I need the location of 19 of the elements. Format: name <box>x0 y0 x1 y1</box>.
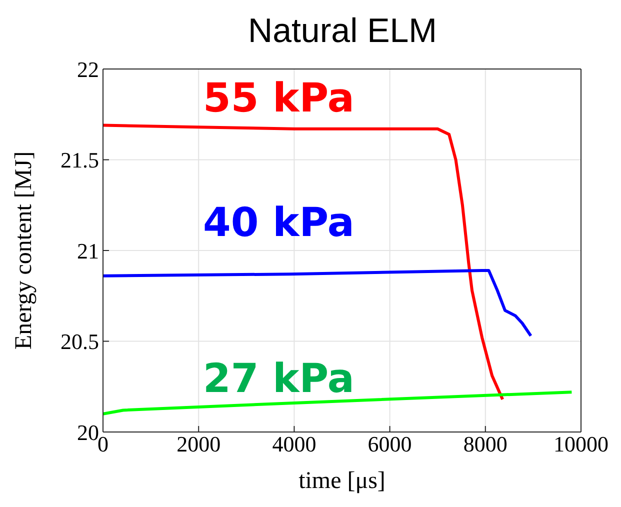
line-series <box>103 124 504 401</box>
y-axis-title: Energy content [MJ] <box>11 151 37 350</box>
x-tick-label: 2000 <box>176 432 221 457</box>
line-series <box>103 268 532 338</box>
x-tick-label: 6000 <box>368 432 412 457</box>
x-tick-label: 0 <box>98 432 108 457</box>
x-tick-label: 10000 <box>554 432 608 457</box>
y-tick-label: 22 <box>77 56 99 82</box>
chart-title: Natural ELM <box>247 12 438 51</box>
series-label: 27 kPa <box>203 356 354 402</box>
y-tick-label: 21.5 <box>60 148 99 173</box>
x-tick-label: 4000 <box>272 432 316 457</box>
y-tick-label: 20 <box>77 420 99 445</box>
x-tick-label: 8000 <box>463 432 508 457</box>
x-axis-title: time [μs] <box>298 468 386 494</box>
series-label: 55 kPa <box>203 75 354 122</box>
series-label: 40 kPa <box>203 200 354 246</box>
y-tick-label: 21 <box>77 238 99 264</box>
y-tick-label: 20.5 <box>60 329 99 354</box>
